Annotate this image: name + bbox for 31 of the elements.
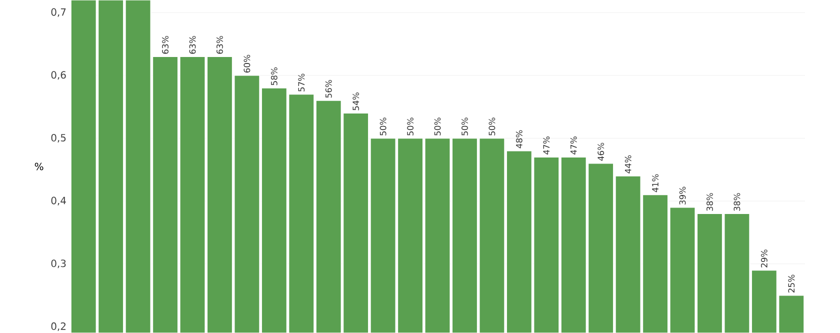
data-label: 39% bbox=[679, 186, 686, 205]
y-axis-title: % bbox=[34, 162, 44, 170]
data-label: 38% bbox=[734, 193, 740, 211]
data-label: 63% bbox=[162, 36, 168, 54]
data-label: 63% bbox=[216, 36, 223, 54]
data-label: 48% bbox=[516, 130, 522, 148]
y-tick-label: 0,3 bbox=[51, 260, 66, 268]
data-label: 44% bbox=[624, 155, 632, 174]
data-label: 38% bbox=[706, 193, 713, 211]
y-tick-label: 0,6 bbox=[51, 71, 66, 80]
data-label: 50% bbox=[434, 118, 441, 136]
data-label: 60% bbox=[244, 54, 250, 73]
data-label: 57% bbox=[298, 74, 305, 92]
data-label: 58% bbox=[270, 67, 278, 86]
data-label: 47% bbox=[570, 136, 577, 154]
data-label: 50% bbox=[380, 118, 386, 136]
data-label: 50% bbox=[488, 118, 496, 136]
data-label: 46% bbox=[598, 142, 604, 161]
data-label: 56% bbox=[325, 80, 332, 98]
data-label: 47% bbox=[543, 136, 550, 154]
data-label: 50% bbox=[462, 118, 468, 136]
y-tick-label: 0,5 bbox=[51, 134, 66, 142]
data-label: 50% bbox=[407, 118, 414, 136]
data-label: 63% bbox=[189, 36, 196, 54]
y-tick-label: 0,4 bbox=[51, 196, 66, 206]
data-label: 25% bbox=[788, 274, 795, 292]
data-label: 41% bbox=[652, 174, 658, 192]
y-tick-label: 0,7 bbox=[51, 8, 66, 17]
data-label: 54% bbox=[352, 92, 360, 110]
data-label: 29% bbox=[760, 250, 768, 268]
y-tick-label: 0,2 bbox=[51, 322, 66, 331]
